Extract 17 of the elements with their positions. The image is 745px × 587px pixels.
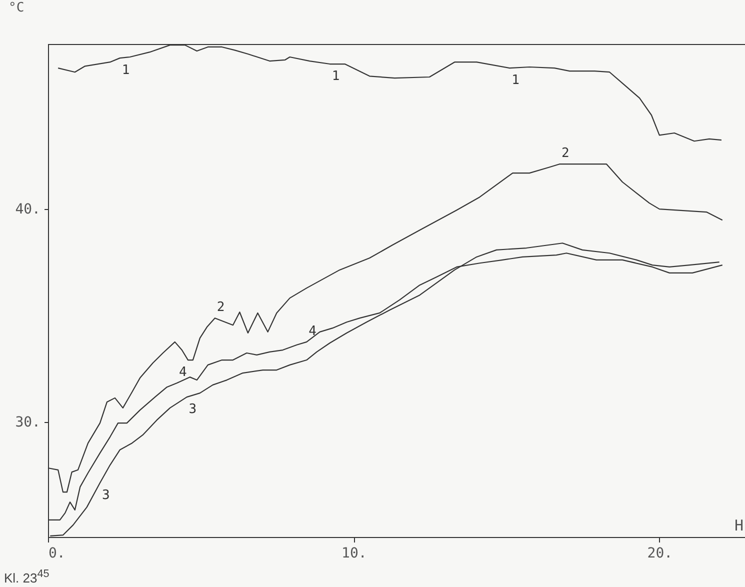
- x-tick-label: 0.: [48, 546, 66, 562]
- series-label: 1: [332, 69, 340, 84]
- x-tick-label: 20.: [647, 546, 673, 562]
- series-label: 3: [102, 488, 110, 503]
- x-axis-title: H: [734, 516, 744, 534]
- text: 2: [216, 300, 225, 316]
- y-tick-label: 30.: [15, 414, 40, 430]
- text: 4: [179, 365, 187, 380]
- text: 3: [188, 402, 197, 418]
- x-tick-label: 10.: [342, 546, 367, 562]
- text: Kl. 23$^{45}$: [4, 568, 50, 586]
- series-label: 4: [308, 324, 317, 339]
- text: 1: [122, 63, 130, 78]
- y-tick-label: 40.: [15, 202, 40, 218]
- y-axis-title: °C: [8, 0, 24, 16]
- text: 1: [512, 73, 520, 88]
- series-label: 2: [561, 146, 570, 162]
